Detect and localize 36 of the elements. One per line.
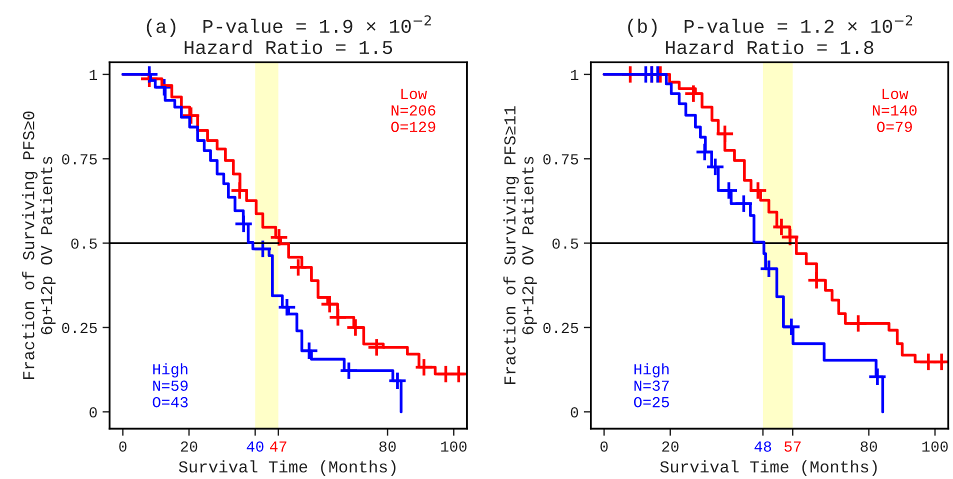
- annotation: N=140 O=79: [872, 105, 917, 132]
- x-tick-label: 20: [662, 441, 679, 452]
- y-tick-label: 0.5: [71, 238, 97, 249]
- x-tick-label: 40: [246, 441, 264, 452]
- x-axis-title: Survival Time (Months): [178, 460, 396, 476]
- y-tick-label: 0.5: [552, 238, 578, 249]
- x-tick-label: 100: [441, 441, 467, 452]
- annotation: N=206 O=129: [391, 105, 436, 132]
- y-tick-label: 0.25: [62, 322, 97, 334]
- y-tick-label: 0.75: [62, 154, 97, 164]
- x-tick-label: 80: [379, 441, 396, 452]
- x-tick-label: 0: [600, 441, 608, 452]
- x-tick-label: 47: [270, 442, 286, 452]
- x-tick-label: 48: [754, 441, 772, 452]
- text: Low: [401, 88, 427, 100]
- y-axis-title: Fraction of Surviving PFS≥0 6p+12p OV Patients: [22, 112, 56, 379]
- text: High: [634, 363, 669, 378]
- annotation: N=59 O=43: [152, 380, 188, 408]
- x-tick-label: 0: [119, 441, 126, 452]
- y-tick-label: 0: [90, 407, 97, 418]
- x-tick-label: 100: [922, 441, 948, 452]
- x-tick-label: 57: [784, 442, 801, 452]
- y-tick-label: 0.25: [543, 322, 578, 334]
- y-tick-label: 0.75: [543, 154, 578, 164]
- text: Low: [882, 88, 908, 100]
- y-tick-label: 1: [90, 70, 98, 80]
- chart-title: (a) P-value = 1.9 × 10$^{−2}$ Hazard Ratio = 1.5: [146, 15, 431, 54]
- annotation: N=37 O=25: [634, 380, 669, 408]
- x-tick-label: 80: [860, 441, 878, 452]
- text: High: [153, 363, 188, 378]
- y-axis-title: Fraction of Surviving PFS≥11 6p+12p OV Patients: [503, 106, 537, 384]
- chart-title: (b) P-value = 1.2 × 10$^{−2}$ Hazard Ratio = 1.8: [628, 15, 912, 54]
- x-tick-label: 20: [180, 441, 198, 452]
- x-axis-title: Survival Time (Months): [660, 460, 877, 476]
- y-tick-label: 1: [570, 70, 578, 80]
- y-tick-label: 0: [570, 407, 578, 418]
